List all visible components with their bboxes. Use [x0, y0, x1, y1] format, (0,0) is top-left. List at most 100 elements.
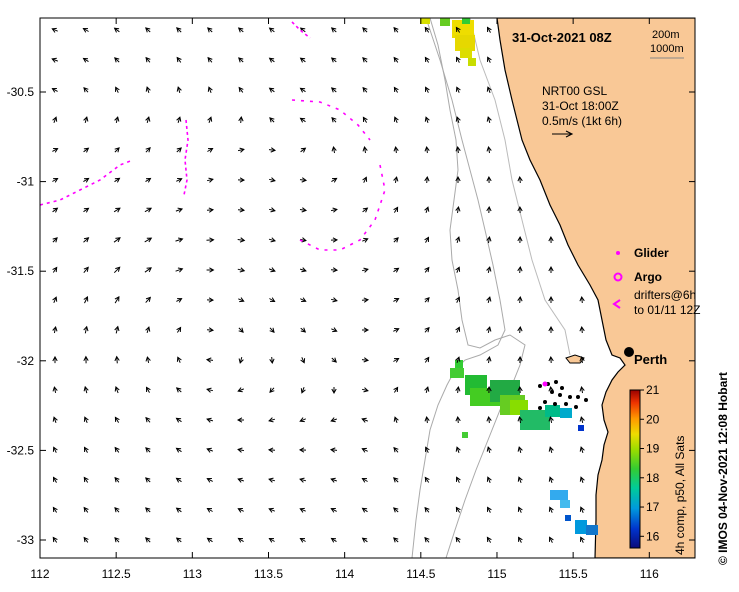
current-arrow: [548, 416, 554, 424]
current-arrow: [486, 26, 492, 33]
current-arrow: [83, 506, 89, 513]
current-arrow: [580, 536, 585, 543]
current-arrow: [206, 297, 215, 303]
perth-marker: [624, 347, 634, 357]
current-arrow: [207, 86, 213, 93]
current-arrow: [206, 478, 213, 483]
current-arrow: [455, 356, 461, 363]
current-arrow: [455, 86, 461, 93]
colorbar-tick-label: 20: [646, 412, 660, 426]
current-arrow: [114, 507, 120, 513]
current-arrow: [486, 385, 492, 394]
current-arrow: [238, 356, 244, 364]
current-arrow: [83, 446, 89, 453]
current-arrow: [362, 145, 368, 154]
current-arrow: [517, 385, 523, 394]
current-arrow: [206, 237, 215, 243]
current-arrow: [487, 506, 492, 513]
current-arrow: [486, 536, 492, 543]
current-arrow: [486, 116, 492, 124]
current-arrow: [175, 387, 182, 393]
current-arrow: [361, 417, 368, 423]
current-arrow: [144, 207, 153, 213]
current-arrow: [205, 357, 214, 363]
current-arrow: [175, 237, 184, 243]
current-arrow: [455, 26, 461, 33]
current-arrow: [330, 477, 337, 483]
current-arrow: [83, 116, 89, 124]
current-arrow: [51, 57, 58, 63]
current-arrow: [176, 298, 183, 303]
current-arrow: [393, 386, 399, 393]
current-arrow: [145, 86, 151, 94]
depth-label-200m: 200m: [652, 29, 680, 41]
current-arrow: [362, 116, 368, 123]
current-arrow: [300, 387, 306, 394]
current-arrow: [361, 387, 369, 393]
current-arrow: [145, 27, 151, 33]
drifter-legend-line2: to 01/11 12Z: [634, 303, 701, 317]
current-arrow: [51, 27, 58, 33]
current-arrow: [175, 537, 182, 543]
current-arrow: [393, 145, 399, 154]
current-arrow: [114, 355, 120, 364]
current-arrow: [393, 357, 400, 363]
current-arrow: [145, 356, 151, 364]
current-arrow: [393, 176, 399, 184]
current-arrow: [455, 446, 461, 453]
current-arrow: [82, 57, 89, 63]
current-arrow: [83, 237, 90, 243]
current-arrow: [82, 27, 89, 33]
current-arrow: [237, 207, 246, 213]
current-vectors: [51, 26, 585, 543]
current-arrow: [298, 447, 307, 453]
current-arrow: [486, 235, 492, 244]
current-arrow: [455, 175, 461, 183]
x-axis: 112 112.5 113 113.5 114 114.5 115 115.5 116: [30, 18, 659, 581]
y-tick-label: -31.5: [7, 264, 35, 278]
current-arrow: [52, 207, 59, 213]
current-arrow: [52, 266, 58, 273]
current-arrow: [331, 387, 337, 395]
current-arrow: [206, 417, 214, 423]
current-arrow: [393, 237, 399, 243]
current-arrow: [145, 116, 151, 124]
current-arrow: [145, 477, 151, 483]
current-arrow: [300, 147, 307, 153]
current-arrow: [361, 537, 368, 543]
current-arrow: [455, 385, 461, 394]
current-arrow: [299, 477, 307, 483]
current-arrow: [455, 536, 461, 543]
current-arrow: [83, 177, 90, 183]
current-arrow: [361, 507, 368, 513]
current-arrow: [83, 207, 90, 213]
sst-patches: [420, 18, 598, 535]
current-arrow: [114, 446, 120, 453]
current-arrow: [299, 207, 308, 213]
current-arrow: [455, 296, 460, 303]
current-arrow: [175, 207, 184, 213]
current-arrow: [330, 267, 339, 273]
x-tick-label: 115.5: [559, 567, 588, 581]
current-arrow: [268, 87, 275, 93]
y-tick-label: -31: [17, 175, 35, 189]
current-arrow: [268, 477, 276, 483]
current-arrow: [579, 416, 585, 424]
current-arrow: [176, 356, 182, 363]
current-arrow: [238, 86, 244, 93]
current-arrow: [269, 356, 275, 365]
current-arrow: [517, 205, 523, 214]
current-arrow: [331, 145, 337, 154]
current-arrow: [361, 477, 368, 483]
current-arrow: [268, 27, 275, 33]
current-arrow: [393, 298, 400, 303]
current-arrow: [237, 537, 244, 543]
current-arrow: [238, 115, 244, 124]
current-arrow: [237, 27, 244, 33]
current-arrow: [331, 327, 338, 333]
current-arrow: [517, 446, 523, 454]
current-arrow: [113, 237, 121, 243]
current-arrow: [52, 148, 59, 153]
current-arrow: [206, 177, 214, 183]
